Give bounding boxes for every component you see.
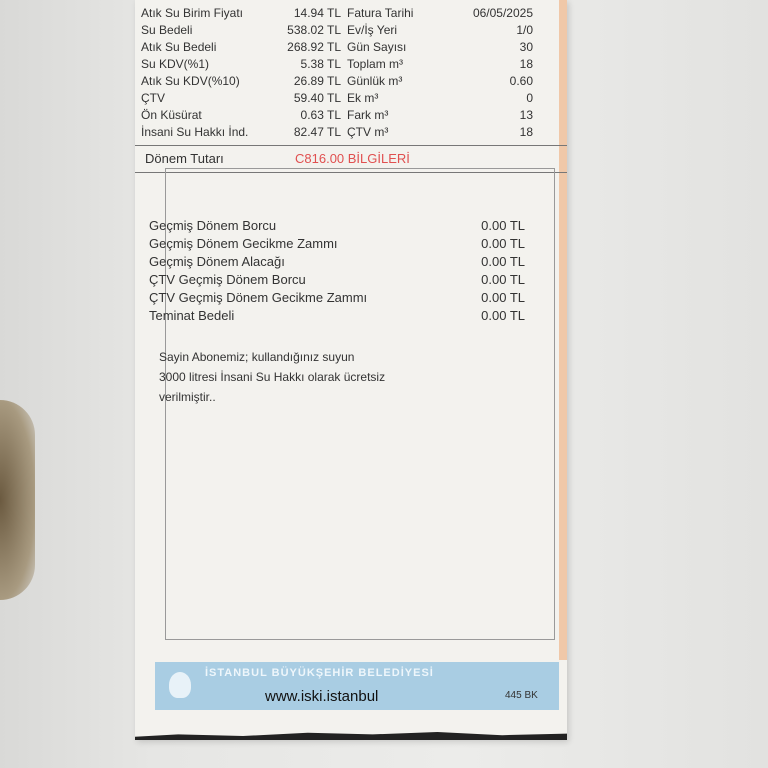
debt-label: Geçmiş Dönem Alacağı [149, 254, 285, 269]
row-value: 538.02 TL [287, 23, 341, 37]
row-value: 82.47 TL [293, 125, 341, 139]
receipt-code: 445 BK [505, 690, 538, 701]
row-value: 268.92 TL [287, 40, 341, 54]
row-label: Su Bedeli [141, 23, 193, 37]
torn-edge [135, 732, 567, 740]
total-label: Dönem Tutarı [145, 151, 224, 166]
debt-value: 0.00 TL [481, 236, 525, 251]
row-label: Ön Küsürat [141, 108, 202, 122]
row-label2: Günlük m³ [347, 74, 403, 88]
website-url: www.iski.istanbul [265, 688, 379, 705]
ibb-logo-icon [169, 672, 191, 698]
message-line: verilmiştir.. [159, 390, 216, 404]
row-value2: 30 [519, 40, 533, 54]
row-label2: Ev/İş Yeri [347, 23, 398, 37]
row-label2: Toplam m³ [347, 57, 404, 71]
row-label: Atık Su Bedeli [141, 40, 217, 54]
debt-value: 0.00 TL [481, 254, 525, 269]
row-label2: Fark m³ [347, 108, 389, 122]
row-label: Atık Su Birim Fiyatı [141, 6, 244, 20]
row-label2: Fatura Tarihi [347, 6, 414, 20]
row-value2: 1/0 [516, 23, 533, 37]
debt-value: 0.00 TL [481, 218, 525, 233]
row-value: 0.63 TL [300, 108, 341, 122]
debt-value: 0.00 TL [481, 290, 525, 305]
debt-label: Geçmiş Dönem Borcu [149, 218, 277, 233]
row-label2: Gün Sayısı [347, 40, 407, 54]
row-label2: ÇTV m³ [347, 125, 389, 139]
total-value: C816.00 BİLGİLERİ [295, 151, 410, 166]
debt-label: Geçmiş Dönem Gecikme Zammı [149, 236, 338, 251]
debt-value: 0.00 TL [481, 272, 525, 287]
debt-label: Teminat Bedeli [149, 308, 235, 323]
footer-banner: İSTANBUL BÜYÜKŞEHİR BELEDİYESİ [155, 662, 559, 710]
water-bill-receipt: Atık Su Birim Fiyatı 14.94 TL Fatura Tarih… [135, 0, 567, 740]
row-label: Su KDV(%1) [141, 57, 210, 71]
background-object [0, 400, 35, 600]
row-value: 59.40 TL [293, 91, 341, 105]
divider [135, 172, 567, 173]
row-value2: 0.60 [509, 74, 533, 88]
row-value: 5.38 TL [300, 57, 341, 71]
debt-label: ÇTV Geçmiş Dönem Borcu [149, 272, 306, 287]
message-line: 3000 litresi İnsani Su Hakkı olarak ücre… [159, 370, 386, 384]
message-line: Sayin Abonemiz; kullandığınız suyun [159, 350, 355, 364]
row-label: ÇTV [141, 91, 165, 105]
row-value2: 18 [519, 57, 533, 71]
details-box [165, 168, 555, 640]
row-value2: 0 [526, 91, 533, 105]
debt-value: 0.00 TL [481, 308, 525, 323]
banner-text: İSTANBUL BÜYÜKŞEHİR BELEDİYESİ [205, 667, 434, 679]
row-label: İnsani Su Hakkı İnd. [141, 125, 249, 139]
row-value: 26.89 TL [293, 74, 341, 88]
row-value: 14.94 TL [293, 6, 341, 20]
row-label2: Ek m³ [347, 91, 379, 105]
receipt-edge-stripe [559, 0, 567, 660]
row-label: Atık Su KDV(%10) [141, 74, 240, 88]
row-value2: 18 [519, 125, 533, 139]
row-value2: 06/05/2025 [472, 6, 533, 20]
debt-label: ÇTV Geçmiş Dönem Gecikme Zammı [149, 290, 368, 305]
divider [135, 145, 567, 146]
row-value2: 13 [519, 108, 533, 122]
